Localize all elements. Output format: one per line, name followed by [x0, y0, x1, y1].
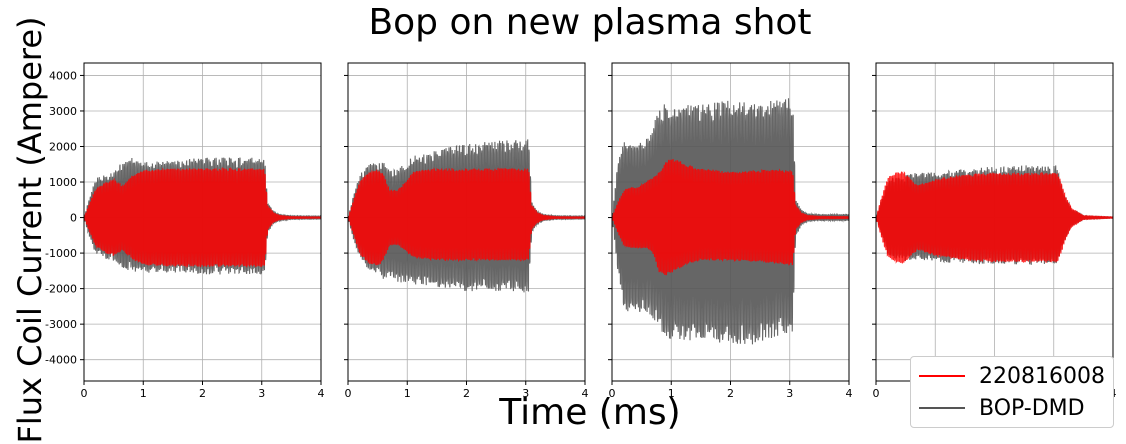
legend-swatch-bop-dmd — [919, 407, 965, 409]
legend: 220816008 BOP-DMD — [910, 356, 1114, 428]
x-tick-label: 4 — [582, 387, 589, 400]
legend-label-bop-dmd: BOP-DMD — [979, 395, 1085, 421]
series-line-220816008 — [875, 171, 1114, 264]
legend-swatch-shot — [919, 375, 965, 377]
x-tick-label: 2 — [727, 387, 734, 400]
x-tick-label: 0 — [81, 387, 88, 400]
chart-title: Bop on new plasma shot — [368, 2, 812, 43]
x-tick-label: 4 — [846, 387, 853, 400]
x-tick-label: 1 — [668, 387, 675, 400]
x-axis-label: Time (ms) — [499, 392, 681, 433]
y-tick-label: -3000 — [45, 318, 77, 331]
y-tick-label: -4000 — [45, 354, 77, 367]
x-tick-label: 0 — [345, 387, 352, 400]
x-tick-label: 4 — [318, 387, 325, 400]
x-tick-label: 3 — [522, 387, 529, 400]
y-tick-label: -2000 — [45, 283, 77, 296]
x-tick-label: 0 — [873, 387, 880, 400]
y-tick-label: 2000 — [49, 140, 77, 153]
x-tick-label: 2 — [199, 387, 206, 400]
y-tick-label: 1000 — [49, 176, 77, 189]
y-tick-label: 4000 — [49, 69, 77, 82]
x-tick-label: 1 — [404, 387, 411, 400]
x-tick-label: 3 — [786, 387, 793, 400]
x-tick-label: 0 — [609, 387, 616, 400]
x-tick-label: 3 — [258, 387, 265, 400]
series-line-220816008 — [347, 167, 586, 266]
series-line-220816008 — [611, 159, 850, 276]
legend-item-bop-dmd: BOP-DMD — [919, 393, 1085, 423]
y-tick-label: -1000 — [45, 247, 77, 260]
y-axis-label: Flux Coil Current (Ampere) — [11, 16, 49, 444]
y-tick-label: 0 — [70, 212, 77, 225]
x-tick-label: 2 — [463, 387, 470, 400]
series-line-220816008 — [83, 166, 322, 269]
legend-item-shot: 220816008 — [919, 361, 1105, 391]
legend-label-shot: 220816008 — [979, 363, 1105, 389]
x-tick-label: 1 — [140, 387, 147, 400]
y-tick-label: 3000 — [49, 105, 77, 118]
